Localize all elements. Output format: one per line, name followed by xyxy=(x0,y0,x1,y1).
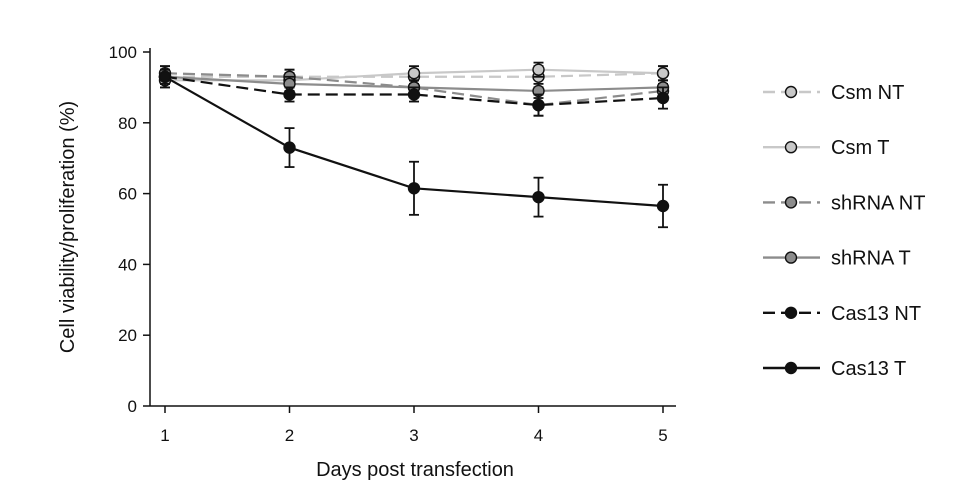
legend-item: shRNA NT xyxy=(763,192,925,214)
data-point xyxy=(532,63,545,76)
y-tick-label: 20 xyxy=(118,326,137,345)
x-tick-label: 4 xyxy=(534,426,543,445)
x-tick-label: 2 xyxy=(285,426,294,445)
legend-marker xyxy=(784,306,798,319)
series-line xyxy=(164,72,664,107)
x-tick-label: 1 xyxy=(160,426,169,445)
legend-label: Csm NT xyxy=(831,82,904,104)
x-tick-label: 5 xyxy=(658,426,667,445)
legend-item: Csm T xyxy=(763,137,890,159)
legend-label: Cas13 T xyxy=(831,358,906,380)
data-point xyxy=(656,67,670,80)
legend-label: shRNA NT xyxy=(831,192,925,214)
y-tick-label: 40 xyxy=(118,255,137,274)
axes xyxy=(149,48,676,407)
legend-label: shRNA T xyxy=(831,248,911,270)
legend: Csm NT Csm T shRNA NT shRNA T Cas13 NT Cas13 … xyxy=(763,82,925,380)
y-tick-label: 100 xyxy=(109,43,137,62)
legend-marker xyxy=(784,140,798,154)
legend-marker xyxy=(784,85,798,99)
legend-marker xyxy=(784,251,798,264)
series-line xyxy=(165,72,664,78)
legend-label: Cas13 NT xyxy=(831,303,921,325)
legend-item: Csm NT xyxy=(763,82,904,104)
series-line xyxy=(164,75,664,107)
y-axis-title: Cell viability/proliferation (%) xyxy=(57,101,79,353)
plot-area xyxy=(158,61,670,229)
series-cas13-t xyxy=(158,65,670,229)
legend-item: shRNA T xyxy=(763,248,911,270)
y-tick-label: 0 xyxy=(128,397,137,416)
data-point xyxy=(283,141,296,154)
legend-marker xyxy=(784,361,798,375)
y-tick-label: 80 xyxy=(118,114,137,133)
data-point xyxy=(407,182,421,195)
legend-item: Cas13 NT xyxy=(763,303,921,325)
data-point xyxy=(532,190,545,204)
data-point xyxy=(407,88,421,101)
y-ticks: 0 20 40 60 80 100 xyxy=(109,43,150,416)
data-point xyxy=(532,98,545,112)
x-tick-label: 3 xyxy=(409,426,418,445)
data-point xyxy=(283,88,296,101)
legend-marker xyxy=(784,196,798,209)
data-point xyxy=(158,70,172,83)
legend-item: Cas13 T xyxy=(763,358,906,380)
data-point xyxy=(656,91,670,105)
data-point xyxy=(407,67,421,80)
legend-label: Csm T xyxy=(831,137,890,159)
y-tick-label: 60 xyxy=(118,185,137,204)
x-axis-title: Days post transfection xyxy=(316,459,514,481)
x-ticks: 1 2 3 4 5 xyxy=(160,406,668,445)
data-point xyxy=(656,199,670,213)
